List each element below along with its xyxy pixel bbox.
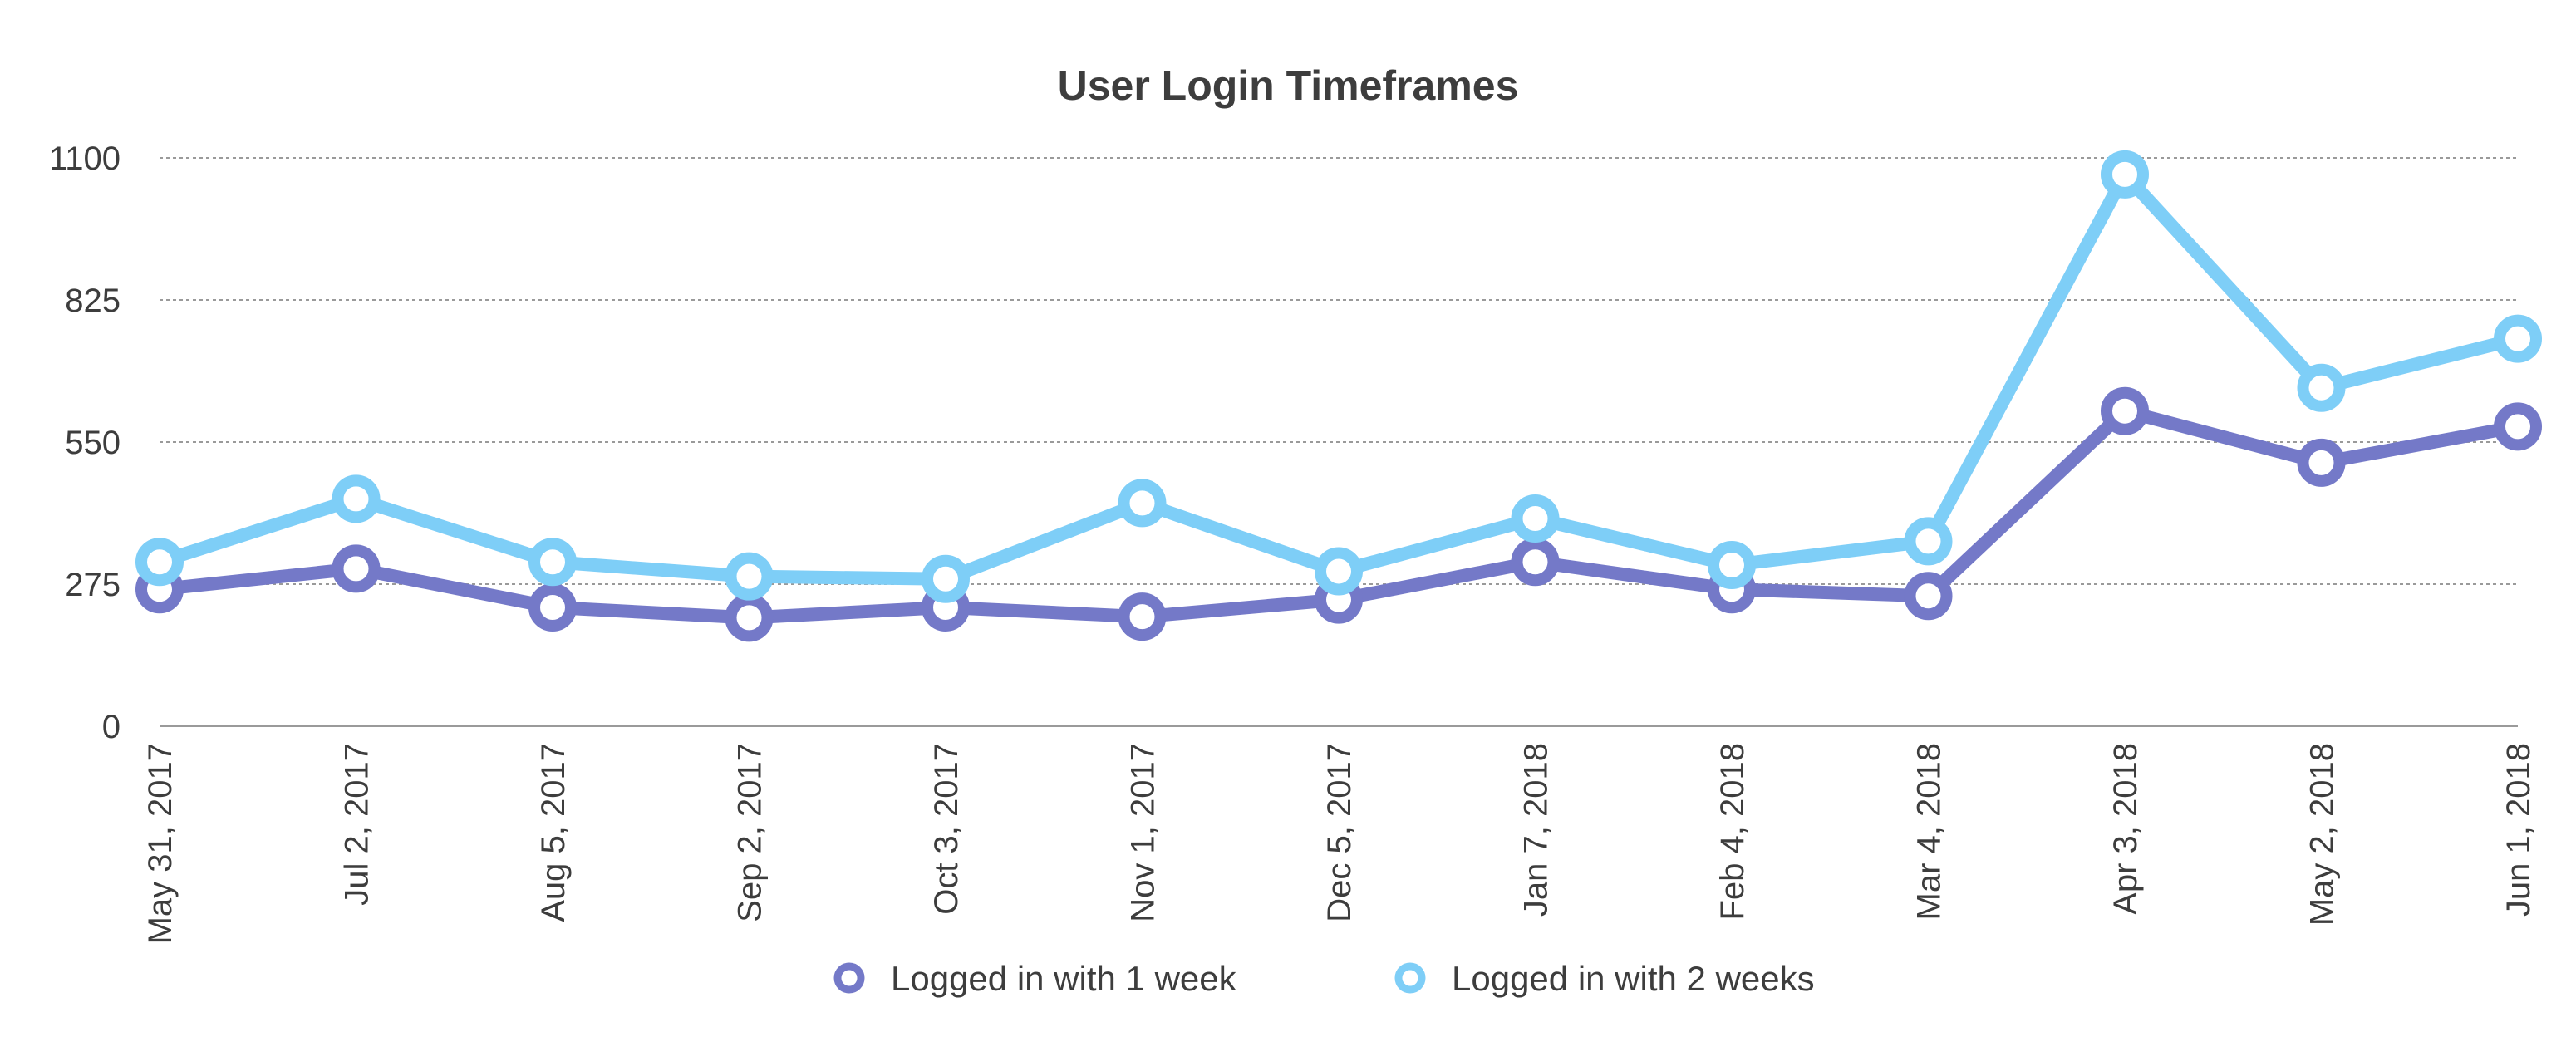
x-tick-label: Jul 2, 2017 [339,743,376,906]
legend: Logged in with 1 week Logged in with 2 we… [833,959,1815,998]
legend-marker [833,962,865,994]
legend-label: Logged in with 2 weeks [1452,959,1815,998]
data-point [2297,363,2346,412]
data-point [2494,314,2542,363]
x-tick-label: May 31, 2017 [142,743,179,944]
x-tick-label: Sep 2, 2017 [732,743,769,922]
data-point [725,593,774,642]
x-tick-label: Jan 7, 2018 [1518,743,1555,917]
data-point [1904,517,1953,566]
x-tick-label: Apr 3, 2018 [2107,743,2144,915]
chart-title: User Login Timeframes [1058,62,1519,109]
x-tick-label: Jun 1, 2018 [2500,743,2537,917]
y-tick-label: 550 [65,425,120,461]
x-tick-label: Feb 4, 2018 [1714,743,1751,921]
x-tick-label: Oct 3, 2017 [928,743,965,915]
data-point [2101,386,2149,435]
data-point [1118,479,1167,528]
data-point [1511,538,1560,587]
data-point [2297,438,2346,487]
y-tick-label: 275 [65,567,120,603]
data-point [2101,150,2149,199]
data-point [1904,572,1953,621]
data-point [725,552,774,601]
y-tick-label: 825 [65,283,120,319]
series-2-points [135,150,2542,603]
data-point [332,544,381,593]
data-point [2494,402,2542,451]
y-tick-label: 1100 [49,140,120,177]
data-point [135,538,184,587]
data-point [922,554,970,603]
data-point [1315,547,1363,596]
data-point [528,582,577,632]
data-point [1511,494,1560,543]
x-tick-label: Mar 4, 2018 [1911,743,1948,920]
grid-layer [160,157,2518,727]
x-tick-label: May 2, 2018 [2304,743,2341,926]
data-point [1708,540,1756,589]
series-2 [153,167,2524,586]
data-point [1118,592,1167,641]
y-tick-label: 0 [102,709,120,745]
data-point [332,474,381,523]
x-tick-label: Nov 1, 2017 [1125,743,1162,922]
data-point [528,538,577,587]
legend-marker [1394,962,1426,994]
y-axis-ticks: 0 275 550 825 1100 [49,140,120,745]
legend-label: Logged in with 1 week [891,959,1237,998]
series-line [153,167,2524,586]
x-tick-label: Dec 5, 2017 [1321,743,1358,922]
x-tick-label: Aug 5, 2017 [535,743,572,922]
x-axis-ticks: May 31, 2017 Jul 2, 2017 Aug 5, 2017 Sep 2,… [142,743,2537,944]
legend-item: Logged in with 1 week [833,959,1237,998]
series-layer [135,150,2542,642]
legend-item: Logged in with 2 weeks [1394,959,1815,998]
